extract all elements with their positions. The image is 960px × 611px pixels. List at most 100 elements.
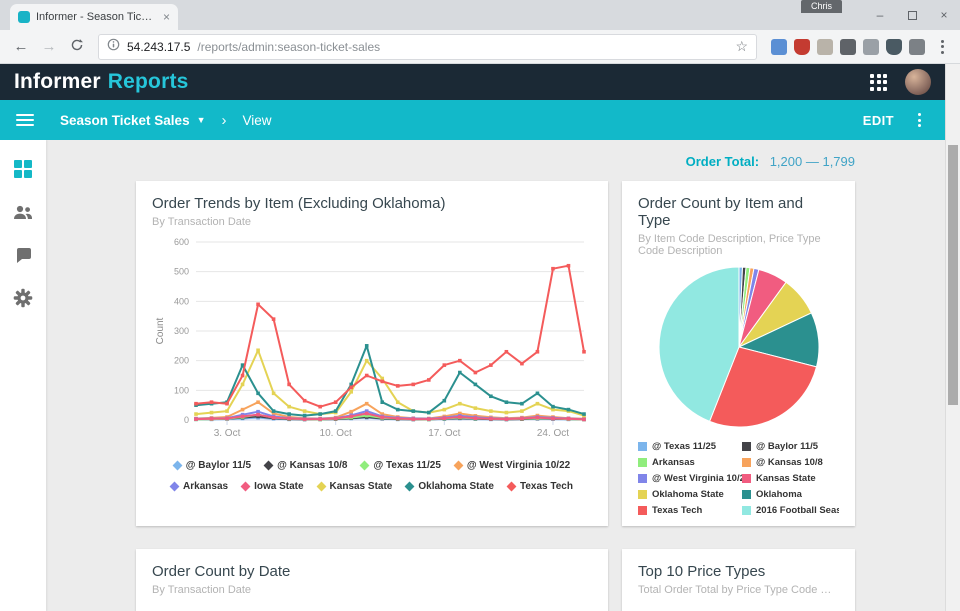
legend-label: @ West Virginia 10/22 xyxy=(466,460,571,471)
sidebar-item-teams[interactable] xyxy=(12,201,34,223)
legend-label: Texas Tech xyxy=(519,481,573,492)
browser-titlebar: Informer - Season Ticket Sales × Chris –… xyxy=(0,0,960,30)
legend-item[interactable]: Texas Tech xyxy=(506,481,573,492)
apps-grid-icon[interactable] xyxy=(870,73,887,91)
app-logo[interactable]: Informer Reports xyxy=(14,70,189,93)
breadcrumb-view[interactable]: View xyxy=(242,112,272,128)
extension-gray-icon[interactable] xyxy=(863,38,879,55)
browser-urlbar: ← → 54.243.17.5 /reports/admin:season-ti… xyxy=(0,30,960,64)
legend-item[interactable]: @ Texas 11/25 xyxy=(638,441,742,452)
cast-icon[interactable] xyxy=(909,38,925,55)
order-trends-chart[interactable]: 0 100 200 300 400 500 600 3. Oct 10. Oct 17. Oct 2… xyxy=(152,232,592,458)
legend-item[interactable]: @ Baylor 11/5 xyxy=(742,441,839,452)
address-bar[interactable]: 54.243.17.5 /reports/admin:season-ticket… xyxy=(98,33,757,60)
svg-text:Count: Count xyxy=(155,317,166,344)
legend-label: Oklahoma xyxy=(756,489,802,500)
legend-item[interactable]: @ Texas 11/25 xyxy=(360,460,441,471)
legend-item[interactable]: @ Kansas 10/8 xyxy=(742,457,839,468)
people-icon xyxy=(14,205,32,219)
extension-beige-icon[interactable] xyxy=(817,38,833,55)
legend-marker-icon xyxy=(638,506,647,515)
window-controls: – × xyxy=(864,0,960,30)
legend-item[interactable]: @ West Virginia 10/22 xyxy=(453,460,571,471)
legend-marker-icon xyxy=(360,460,370,471)
legend-marker-icon xyxy=(742,458,751,467)
menu-hamburger-icon[interactable] xyxy=(16,114,34,126)
legend-item[interactable]: 2016 Football Season xyxy=(742,505,839,516)
edit-button[interactable]: EDIT xyxy=(862,112,894,128)
browser-menu-icon[interactable] xyxy=(933,39,952,54)
cards-grid: Order Trends by Item (Excluding Oklahoma… xyxy=(136,181,855,611)
legend-item[interactable]: Arkansas xyxy=(169,481,228,492)
browser-profile-chip[interactable]: Chris xyxy=(800,0,842,13)
legend-item[interactable]: @ Kansas 10/8 xyxy=(263,460,348,471)
legend-item[interactable]: Kansas State xyxy=(742,473,839,484)
browser-tab[interactable]: Informer - Season Ticket Sales × xyxy=(10,4,178,30)
tab-favicon-icon xyxy=(18,11,30,23)
extension-dark-icon[interactable] xyxy=(840,38,856,55)
legend-item[interactable]: @ West Virginia 10/22 xyxy=(638,473,742,484)
pie-legend: @ Texas 11/25 @ Baylor 11/5 Arkansas @ Kans… xyxy=(638,441,839,516)
sidebar-item-settings[interactable] xyxy=(12,287,34,309)
legend-label: Arkansas xyxy=(652,457,695,468)
card-subtitle: By Item Code Description, Price Type Cod… xyxy=(638,233,821,257)
legend-item[interactable]: Texas Tech xyxy=(638,505,742,516)
legend-item[interactable]: Oklahoma State xyxy=(638,489,742,500)
extensions-row xyxy=(765,38,931,55)
report-name-dropdown[interactable]: Season Ticket Sales xyxy=(60,112,190,128)
forward-icon[interactable]: → xyxy=(41,38,57,55)
legend-item[interactable]: Arkansas xyxy=(638,457,742,468)
page-info-icon[interactable] xyxy=(107,38,120,56)
bookmark-star-icon[interactable]: ☆ xyxy=(735,38,748,54)
legend-item[interactable]: Oklahoma State xyxy=(404,481,494,492)
minimize-button[interactable]: – xyxy=(876,8,884,22)
legend-label: Oklahoma State xyxy=(652,489,724,500)
card-subtitle: Total Order Total by Price Type Code Des… xyxy=(638,584,839,596)
legend-item[interactable]: Kansas State xyxy=(316,481,392,492)
scrollbar-thumb[interactable] xyxy=(948,145,958,405)
order-count-pie[interactable] xyxy=(639,263,839,431)
user-avatar[interactable] xyxy=(905,69,931,95)
sidebar-item-dashboards[interactable] xyxy=(12,158,34,180)
chevron-down-icon[interactable]: ▼ xyxy=(196,115,206,125)
legend-label: Texas Tech xyxy=(652,505,703,516)
legend-marker-icon xyxy=(638,474,647,483)
legend-item[interactable]: Oklahoma xyxy=(742,489,839,500)
gear-icon xyxy=(13,288,33,308)
legend-marker-icon xyxy=(742,506,751,515)
report-menu-icon[interactable] xyxy=(910,113,929,127)
legend-marker-icon xyxy=(742,490,751,499)
legend-marker-icon xyxy=(263,460,274,471)
svg-text:200: 200 xyxy=(174,356,189,366)
legend-marker-icon xyxy=(742,474,751,483)
order-total-filter[interactable]: Order Total: 1,200 — 1,799 xyxy=(136,154,855,169)
legend-label: Kansas State xyxy=(756,473,816,484)
legend-item[interactable]: @ Baylor 11/5 xyxy=(172,460,251,471)
svg-text:600: 600 xyxy=(174,237,189,247)
legend-label: @ Kansas 10/8 xyxy=(277,460,348,471)
page-scrollbar[interactable] xyxy=(945,64,960,611)
svg-text:24. Oct: 24. Oct xyxy=(537,428,569,439)
extension-slate-shield-icon[interactable] xyxy=(886,38,902,55)
report-toolbar: Season Ticket Sales ▼ › View EDIT xyxy=(0,100,945,140)
app-header: Informer Reports xyxy=(0,64,945,100)
url-path: /reports/admin:season-ticket-sales xyxy=(197,39,381,54)
ublock-shield-icon[interactable] xyxy=(794,38,810,55)
close-button[interactable]: × xyxy=(940,8,948,22)
svg-text:300: 300 xyxy=(174,326,189,336)
dashboard-content: Order Total: 1,200 — 1,799 Order Trends … xyxy=(46,140,945,611)
svg-text:10. Oct: 10. Oct xyxy=(320,428,352,439)
extension-blue-icon[interactable] xyxy=(771,38,787,55)
dashboard-icon xyxy=(14,160,32,178)
maximize-button[interactable] xyxy=(896,0,928,30)
tab-title: Informer - Season Ticket Sales xyxy=(36,11,157,23)
left-sidebar xyxy=(0,140,46,611)
tab-close-icon[interactable]: × xyxy=(162,10,170,24)
refresh-icon[interactable] xyxy=(64,38,90,56)
back-icon[interactable]: ← xyxy=(13,38,29,55)
sidebar-item-comments[interactable] xyxy=(12,244,34,266)
legend-label: @ Kansas 10/8 xyxy=(756,457,823,468)
order-total-value: 1,200 — 1,799 xyxy=(769,154,855,169)
legend-item[interactable]: Iowa State xyxy=(240,481,304,492)
card-order-trends: Order Trends by Item (Excluding Oklahoma… xyxy=(136,181,608,526)
